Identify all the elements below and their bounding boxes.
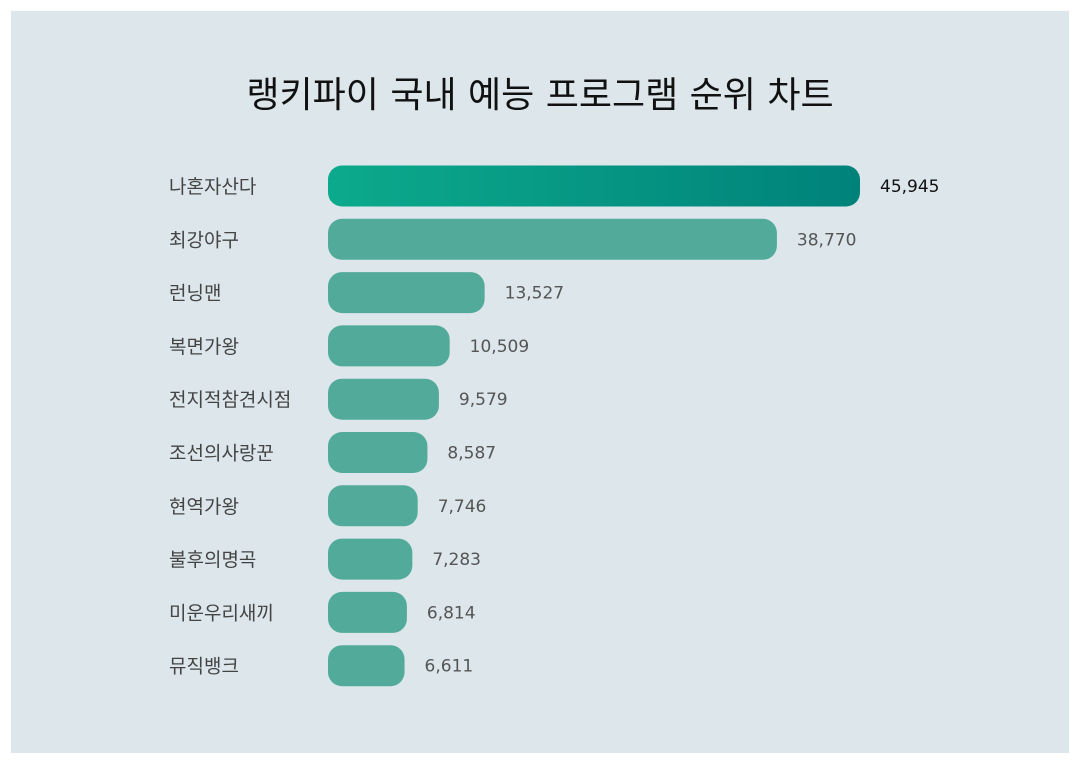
category-label: 나혼자산다 bbox=[169, 176, 256, 198]
value-label: 6,611 bbox=[425, 657, 474, 677]
value-label: 38,770 bbox=[797, 230, 856, 250]
bar bbox=[328, 165, 860, 207]
value-label: 9,579 bbox=[459, 390, 508, 410]
chart-title: 랭키파이 국내 예능 프로그램 순위 차트 bbox=[246, 75, 834, 116]
value-label: 13,527 bbox=[505, 284, 564, 304]
bar bbox=[328, 272, 485, 314]
bar bbox=[328, 485, 418, 527]
bar bbox=[328, 538, 413, 580]
bar bbox=[328, 591, 407, 633]
category-label: 복면가왕 bbox=[169, 336, 239, 358]
value-label: 45,945 bbox=[880, 177, 939, 197]
category-label: 불후의명곡 bbox=[169, 549, 256, 571]
category-label: 최강야구 bbox=[169, 229, 239, 251]
value-label: 7,746 bbox=[438, 497, 487, 517]
bar bbox=[328, 325, 450, 367]
value-label: 8,587 bbox=[447, 444, 496, 464]
value-label: 6,814 bbox=[427, 603, 476, 623]
value-label: 10,509 bbox=[470, 337, 529, 357]
category-label: 조선의사랑꾼 bbox=[169, 443, 274, 465]
category-label: 미운우리새끼 bbox=[169, 602, 274, 624]
bar bbox=[328, 432, 428, 473]
category-label: 런닝맨 bbox=[169, 283, 221, 305]
value-label: 7,283 bbox=[432, 550, 481, 570]
chart-background bbox=[11, 11, 1069, 753]
bar bbox=[328, 378, 439, 420]
category-label: 전지적참견시점 bbox=[169, 389, 291, 411]
category-label: 현역가왕 bbox=[169, 496, 239, 518]
bar bbox=[328, 645, 405, 687]
category-label: 뮤직뱅크 bbox=[169, 656, 239, 678]
bar bbox=[328, 218, 777, 260]
